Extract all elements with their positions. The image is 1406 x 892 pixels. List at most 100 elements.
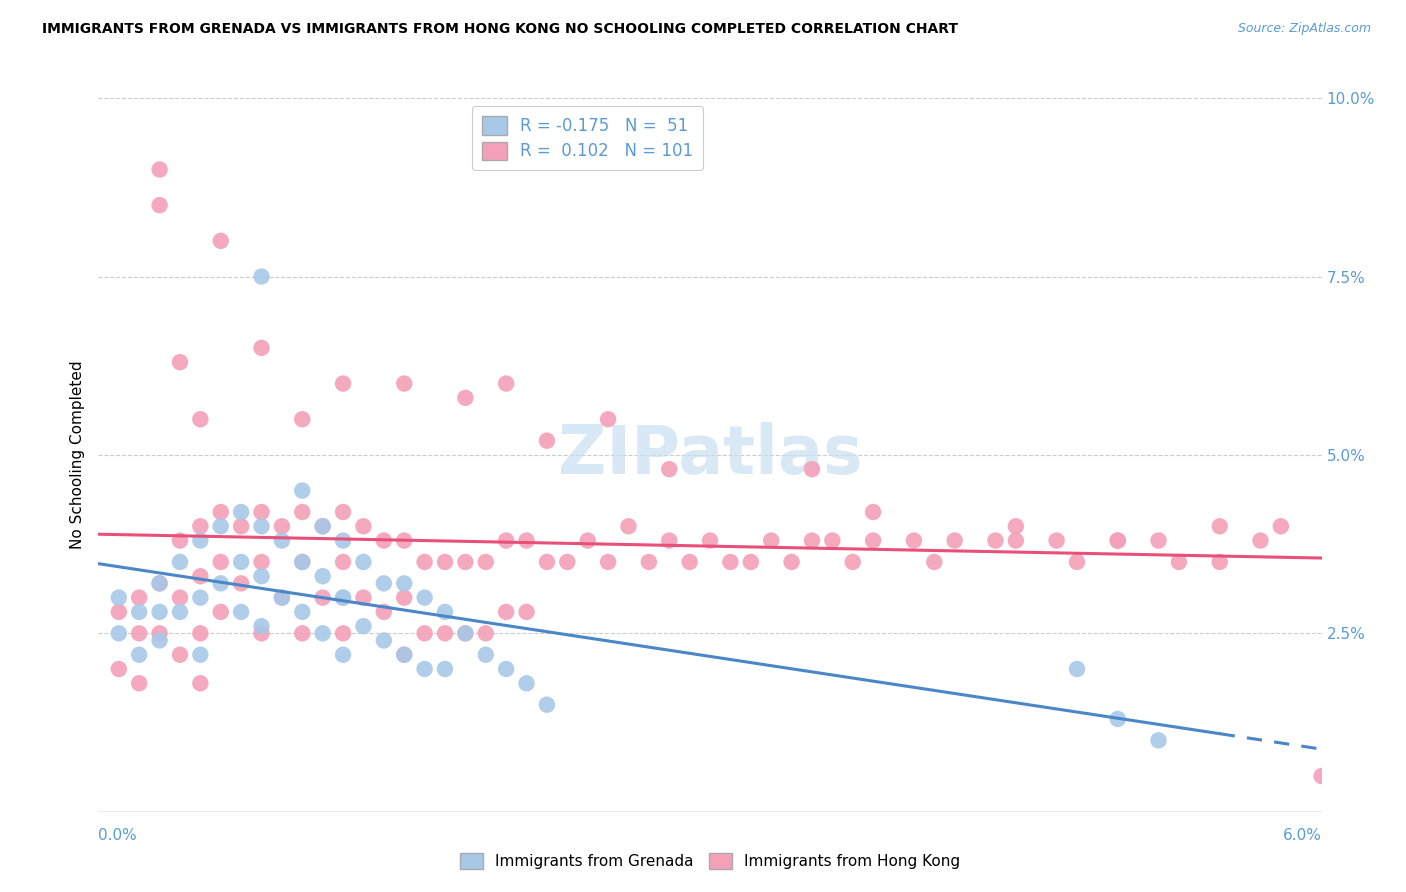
Point bbox=[536, 434, 558, 448]
Point bbox=[761, 533, 783, 548]
Point bbox=[169, 605, 191, 619]
Point bbox=[250, 569, 273, 583]
Point bbox=[373, 533, 395, 548]
Point bbox=[718, 555, 742, 569]
Text: 6.0%: 6.0% bbox=[1282, 829, 1322, 843]
Point bbox=[270, 591, 292, 605]
Point bbox=[1066, 555, 1088, 569]
Point bbox=[433, 555, 456, 569]
Point bbox=[352, 519, 374, 533]
Point bbox=[291, 605, 314, 619]
Point bbox=[231, 605, 253, 619]
Point bbox=[231, 505, 253, 519]
Point bbox=[474, 555, 498, 569]
Point bbox=[821, 533, 844, 548]
Point bbox=[209, 605, 232, 619]
Point bbox=[1208, 519, 1232, 533]
Y-axis label: No Schooling Completed: No Schooling Completed bbox=[70, 360, 86, 549]
Point bbox=[291, 626, 314, 640]
Point bbox=[311, 626, 335, 640]
Point bbox=[392, 376, 416, 391]
Point bbox=[392, 591, 416, 605]
Point bbox=[1066, 662, 1088, 676]
Point bbox=[474, 626, 498, 640]
Point bbox=[922, 555, 945, 569]
Point bbox=[1147, 533, 1170, 548]
Point bbox=[862, 505, 884, 519]
Point bbox=[943, 533, 966, 548]
Point bbox=[149, 198, 172, 212]
Point bbox=[270, 519, 292, 533]
Point bbox=[433, 626, 456, 640]
Point bbox=[128, 591, 150, 605]
Point bbox=[1208, 555, 1232, 569]
Point bbox=[332, 505, 354, 519]
Point bbox=[903, 533, 925, 548]
Point bbox=[516, 605, 538, 619]
Point bbox=[169, 533, 191, 548]
Point bbox=[1004, 533, 1026, 548]
Point bbox=[128, 676, 150, 690]
Point bbox=[352, 619, 374, 633]
Point bbox=[392, 533, 416, 548]
Point bbox=[332, 648, 354, 662]
Point bbox=[149, 605, 172, 619]
Point bbox=[149, 633, 172, 648]
Point bbox=[332, 591, 354, 605]
Point bbox=[149, 162, 172, 177]
Point bbox=[1004, 519, 1026, 533]
Point bbox=[801, 462, 824, 476]
Point bbox=[270, 591, 292, 605]
Point bbox=[658, 462, 681, 476]
Point bbox=[108, 662, 131, 676]
Point bbox=[188, 648, 212, 662]
Point bbox=[352, 591, 374, 605]
Point bbox=[1107, 533, 1129, 548]
Point bbox=[495, 533, 517, 548]
Point bbox=[413, 555, 436, 569]
Point bbox=[149, 576, 172, 591]
Point bbox=[536, 555, 558, 569]
Point bbox=[392, 576, 416, 591]
Point bbox=[454, 626, 477, 640]
Point bbox=[108, 605, 131, 619]
Point bbox=[188, 626, 212, 640]
Point bbox=[250, 555, 273, 569]
Point bbox=[209, 234, 232, 248]
Point bbox=[413, 662, 436, 676]
Point bbox=[392, 648, 416, 662]
Point bbox=[413, 591, 436, 605]
Point bbox=[188, 676, 212, 690]
Point bbox=[495, 662, 517, 676]
Point bbox=[250, 505, 273, 519]
Point bbox=[984, 533, 1007, 548]
Text: ZIPatlas: ZIPatlas bbox=[558, 422, 862, 488]
Point bbox=[555, 555, 579, 569]
Point bbox=[311, 591, 335, 605]
Point bbox=[1045, 533, 1069, 548]
Point bbox=[291, 483, 314, 498]
Point bbox=[311, 569, 335, 583]
Point bbox=[311, 519, 335, 533]
Point bbox=[1167, 555, 1189, 569]
Point bbox=[108, 626, 131, 640]
Point bbox=[209, 555, 232, 569]
Point bbox=[188, 569, 212, 583]
Point bbox=[576, 533, 599, 548]
Point bbox=[209, 505, 232, 519]
Point bbox=[332, 376, 354, 391]
Point bbox=[169, 648, 191, 662]
Point bbox=[679, 555, 702, 569]
Text: Source: ZipAtlas.com: Source: ZipAtlas.com bbox=[1237, 22, 1371, 36]
Point bbox=[149, 626, 172, 640]
Point bbox=[1249, 533, 1271, 548]
Point bbox=[598, 555, 620, 569]
Point bbox=[801, 533, 824, 548]
Point bbox=[373, 576, 395, 591]
Point bbox=[495, 376, 517, 391]
Point bbox=[392, 648, 416, 662]
Point bbox=[841, 555, 863, 569]
Text: 0.0%: 0.0% bbox=[98, 829, 138, 843]
Point bbox=[454, 555, 477, 569]
Point bbox=[454, 391, 477, 405]
